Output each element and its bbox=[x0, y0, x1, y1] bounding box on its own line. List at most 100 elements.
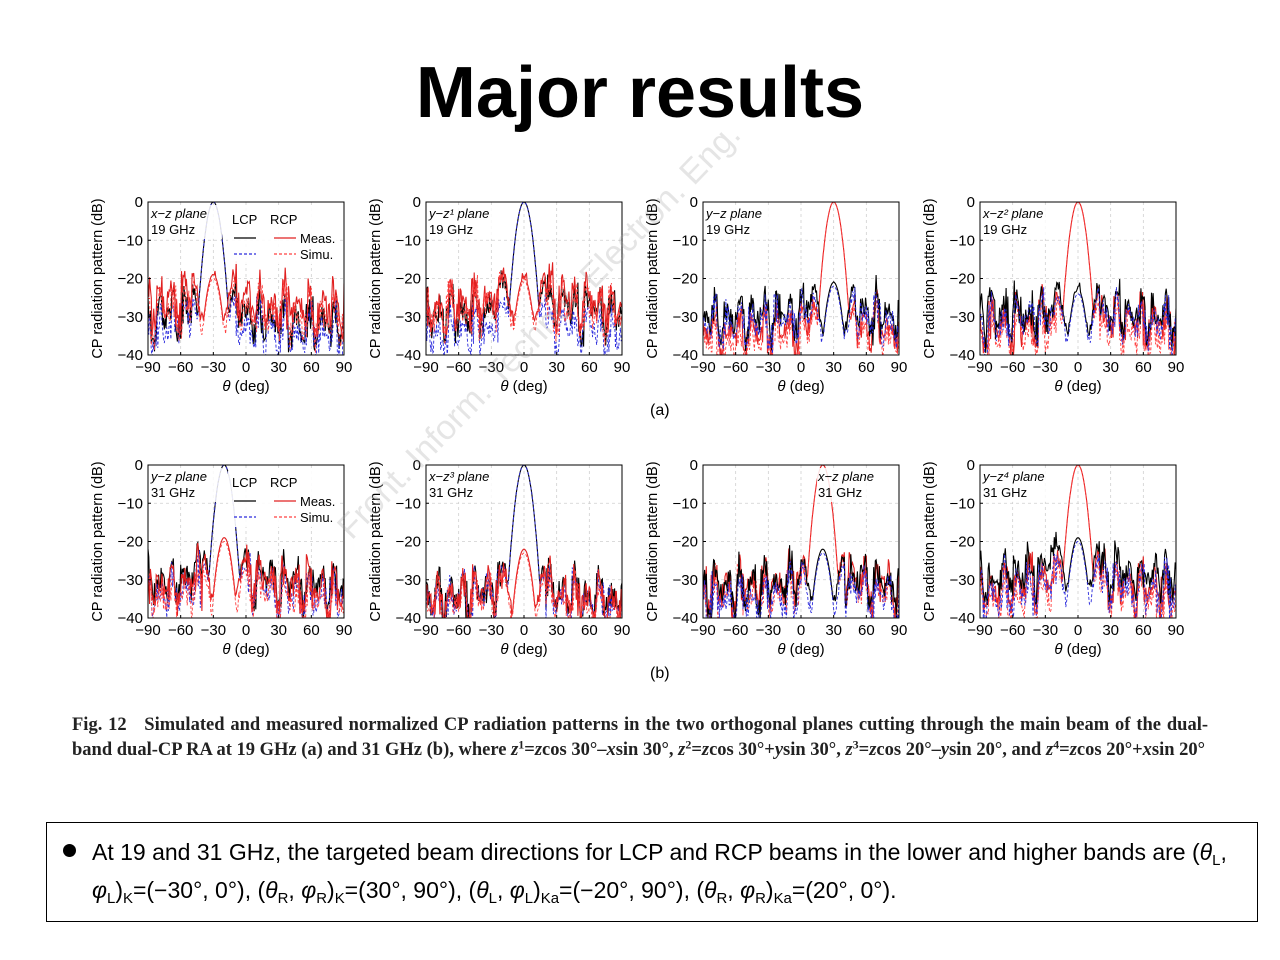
y-tick-label: −30 bbox=[950, 309, 975, 326]
x-tick-label: −90 bbox=[690, 622, 715, 639]
y-tick-label: 0 bbox=[967, 194, 975, 211]
x-tick-label: 90 bbox=[614, 359, 631, 376]
freq-label: 31 GHz bbox=[429, 485, 473, 500]
y-tick-label: −40 bbox=[950, 347, 975, 364]
x-tick-label: −30 bbox=[756, 359, 781, 376]
freq-label: 19 GHz bbox=[429, 222, 473, 237]
x-tick-label: 30 bbox=[1102, 359, 1119, 376]
y-tick-label: 0 bbox=[690, 194, 698, 211]
series-lcp-meas bbox=[980, 531, 1176, 606]
y-tick-label: −20 bbox=[673, 534, 698, 551]
chart-panel-4: −90 −60 −30 0 30 60 90 0 −10 −20 −30 −40 θ (deg) CP r… bbox=[922, 194, 1184, 395]
legend-row-label: Meas. bbox=[300, 494, 335, 509]
y-tick-label: −40 bbox=[118, 610, 143, 627]
y-tick-label: −40 bbox=[118, 347, 143, 364]
legend-row-label: Simu. bbox=[300, 510, 333, 525]
series-rcp-simu bbox=[426, 269, 622, 346]
x-tick-label: 90 bbox=[1168, 359, 1185, 376]
x-tick-label: 30 bbox=[548, 359, 565, 376]
series-rcp-simu bbox=[980, 202, 1176, 355]
x-tick-label: −90 bbox=[413, 622, 438, 639]
plane-label: y−z¹ plane bbox=[428, 206, 489, 221]
y-tick-label: −10 bbox=[673, 232, 698, 249]
y-tick-label: −10 bbox=[118, 495, 143, 512]
y-tick-label: −10 bbox=[950, 495, 975, 512]
x-tick-label: 30 bbox=[1102, 622, 1119, 639]
y-axis-label: CP radiation pattern (dB) bbox=[645, 198, 661, 358]
chart-panel-8: −90 −60 −30 0 30 60 90 0 −10 −20 −30 −40 θ (deg) CP r… bbox=[922, 457, 1184, 658]
x-tick-label: 60 bbox=[858, 359, 875, 376]
freq-label: 19 GHz bbox=[983, 222, 1027, 237]
y-tick-label: 0 bbox=[135, 194, 143, 211]
y-axis-label: CP radiation pattern (dB) bbox=[90, 461, 106, 621]
x-tick-label: −60 bbox=[446, 359, 471, 376]
x-tick-label: −60 bbox=[723, 359, 748, 376]
x-tick-label: −90 bbox=[135, 359, 160, 376]
x-tick-label: −30 bbox=[479, 622, 504, 639]
series-lcp-meas bbox=[703, 545, 899, 618]
y-tick-label: −20 bbox=[396, 271, 421, 288]
x-axis-label: θ (deg) bbox=[500, 378, 547, 395]
figure: −90 −60 −30 0 30 60 90 0 −10 −20 −30 −40 θ (deg) CP r… bbox=[90, 194, 1184, 658]
x-axis-label: θ (deg) bbox=[500, 641, 547, 658]
x-tick-label: 30 bbox=[825, 622, 842, 639]
x-tick-label: 90 bbox=[336, 359, 353, 376]
chart-panel-5: −90 −60 −30 0 30 60 90 0 −10 −20 −30 −40 θ (deg) CP r… bbox=[90, 457, 352, 658]
x-tick-label: −30 bbox=[201, 359, 226, 376]
x-tick-label: −60 bbox=[1000, 359, 1025, 376]
series-rcp-meas bbox=[148, 261, 344, 339]
row-label-b: (b) bbox=[650, 665, 670, 682]
x-tick-label: 60 bbox=[581, 622, 598, 639]
y-tick-label: 0 bbox=[690, 457, 698, 474]
x-tick-label: −60 bbox=[1000, 622, 1025, 639]
x-tick-label: 0 bbox=[1074, 359, 1082, 376]
x-axis-label: θ (deg) bbox=[777, 641, 824, 658]
y-tick-label: −30 bbox=[396, 572, 421, 589]
x-tick-label: 60 bbox=[1135, 622, 1152, 639]
x-tick-label: −30 bbox=[201, 622, 226, 639]
x-tick-label: 0 bbox=[1074, 622, 1082, 639]
y-tick-label: −30 bbox=[673, 572, 698, 589]
annotation-bg bbox=[428, 205, 500, 239]
freq-label: 31 GHz bbox=[983, 485, 1027, 500]
row-label-a: (a) bbox=[650, 402, 670, 419]
y-tick-label: −10 bbox=[396, 232, 421, 249]
note-box: At 19 and 31 GHz, the targeted beam dire… bbox=[46, 822, 1258, 922]
freq-label: 31 GHz bbox=[818, 485, 862, 500]
y-tick-label: −30 bbox=[118, 572, 143, 589]
y-tick-label: −40 bbox=[673, 347, 698, 364]
series-lcp-simu bbox=[980, 541, 1176, 618]
y-tick-label: −20 bbox=[118, 534, 143, 551]
x-tick-label: −90 bbox=[690, 359, 715, 376]
freq-label: 19 GHz bbox=[706, 222, 750, 237]
note-text: At 19 and 31 GHz, the targeted beam dire… bbox=[92, 839, 1227, 908]
series-rcp-meas bbox=[148, 537, 344, 618]
series-lcp-meas bbox=[980, 278, 1176, 353]
series-lcp-simu bbox=[703, 552, 899, 618]
x-tick-label: −90 bbox=[135, 622, 160, 639]
chart-panel-7: −90 −60 −30 0 30 60 90 0 −10 −20 −30 −40 θ (deg) CP r… bbox=[645, 457, 907, 658]
y-tick-label: −10 bbox=[950, 232, 975, 249]
series-rcp-simu bbox=[148, 541, 344, 618]
y-tick-label: 0 bbox=[413, 457, 421, 474]
x-tick-label: 30 bbox=[548, 622, 565, 639]
x-tick-label: −60 bbox=[168, 359, 193, 376]
freq-label: 31 GHz bbox=[151, 485, 195, 500]
x-axis-label: θ (deg) bbox=[1054, 378, 1101, 395]
x-tick-label: 0 bbox=[797, 359, 805, 376]
y-tick-label: −30 bbox=[950, 572, 975, 589]
freq-label: 19 GHz bbox=[151, 222, 195, 237]
y-tick-label: −20 bbox=[950, 534, 975, 551]
x-axis-label: θ (deg) bbox=[777, 378, 824, 395]
x-tick-label: 60 bbox=[581, 359, 598, 376]
legend-header-rcp: RCP bbox=[270, 475, 297, 490]
legend-row-label: Simu. bbox=[300, 247, 333, 262]
series-lcp-meas bbox=[148, 202, 344, 353]
plane-label: x−z plane bbox=[817, 469, 874, 484]
y-axis-label: CP radiation pattern (dB) bbox=[645, 461, 661, 621]
x-tick-label: −90 bbox=[413, 359, 438, 376]
annotation-bg bbox=[705, 205, 777, 239]
annotation-bg bbox=[982, 468, 1054, 502]
legend-bg bbox=[228, 208, 340, 264]
y-tick-label: −30 bbox=[396, 309, 421, 326]
